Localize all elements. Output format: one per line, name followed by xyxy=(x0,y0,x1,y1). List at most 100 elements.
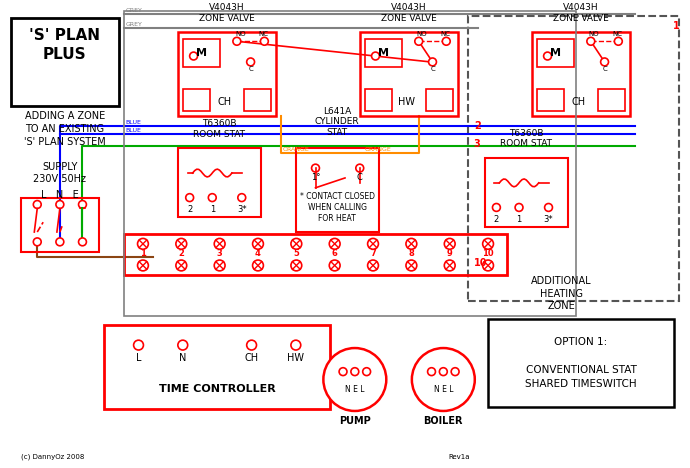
Text: 3*: 3* xyxy=(544,215,553,224)
Circle shape xyxy=(371,52,380,60)
Circle shape xyxy=(482,238,493,249)
Circle shape xyxy=(428,58,437,66)
Circle shape xyxy=(587,37,595,45)
Circle shape xyxy=(253,260,264,271)
Circle shape xyxy=(291,238,302,249)
Circle shape xyxy=(544,52,551,60)
Text: 1: 1 xyxy=(210,205,215,214)
Text: T6360B
ROOM STAT: T6360B ROOM STAT xyxy=(500,129,552,148)
Text: ADDING A ZONE
TO AN EXISTING
'S' PLAN SYSTEM: ADDING A ZONE TO AN EXISTING 'S' PLAN SY… xyxy=(24,110,106,147)
Text: 1: 1 xyxy=(516,215,522,224)
Text: 6: 6 xyxy=(332,249,337,258)
Text: 9: 9 xyxy=(447,249,453,258)
Text: 3: 3 xyxy=(217,249,222,258)
Circle shape xyxy=(324,348,386,411)
Text: C: C xyxy=(430,66,435,72)
Circle shape xyxy=(368,238,378,249)
Circle shape xyxy=(329,238,340,249)
Circle shape xyxy=(208,194,216,202)
Text: * CONTACT CLOSED
WHEN CALLING
FOR HEAT: * CONTACT CLOSED WHEN CALLING FOR HEAT xyxy=(299,192,375,223)
Circle shape xyxy=(214,260,225,271)
Text: OPTION 1:

CONVENTIONAL STAT
SHARED TIMESWITCH: OPTION 1: CONVENTIONAL STAT SHARED TIMES… xyxy=(525,337,637,389)
Circle shape xyxy=(440,368,447,376)
Text: 8: 8 xyxy=(408,249,414,258)
Text: 5: 5 xyxy=(293,249,299,258)
Text: C: C xyxy=(248,66,253,72)
Circle shape xyxy=(56,238,63,246)
Text: CH: CH xyxy=(572,97,586,107)
Circle shape xyxy=(190,52,197,60)
Text: N E L: N E L xyxy=(345,385,364,394)
Text: NO: NO xyxy=(417,31,427,37)
Circle shape xyxy=(442,37,450,45)
Text: GREY: GREY xyxy=(126,8,143,13)
Circle shape xyxy=(412,348,475,411)
Text: PUMP: PUMP xyxy=(339,416,371,426)
Text: T6360B
ROOM STAT: T6360B ROOM STAT xyxy=(193,119,245,139)
Circle shape xyxy=(482,260,493,271)
Text: NO: NO xyxy=(235,31,246,37)
Circle shape xyxy=(247,340,257,350)
Text: TIME CONTROLLER: TIME CONTROLLER xyxy=(159,384,275,395)
Text: BOILER: BOILER xyxy=(424,416,463,426)
Text: 2: 2 xyxy=(494,215,499,224)
Circle shape xyxy=(415,37,423,45)
Text: BLUE: BLUE xyxy=(126,120,141,125)
Text: L   N   E: L N E xyxy=(41,190,79,200)
Circle shape xyxy=(363,368,371,376)
Circle shape xyxy=(329,260,340,271)
Text: C: C xyxy=(357,174,363,183)
Text: 1°: 1° xyxy=(310,174,320,183)
Circle shape xyxy=(544,204,553,212)
Circle shape xyxy=(515,204,523,212)
Circle shape xyxy=(291,260,302,271)
Text: V4043H
ZONE VALVE: V4043H ZONE VALVE xyxy=(381,3,437,22)
Circle shape xyxy=(428,368,435,376)
Circle shape xyxy=(178,340,188,350)
Circle shape xyxy=(451,368,459,376)
Text: L641A
CYLINDER
STAT: L641A CYLINDER STAT xyxy=(315,107,359,137)
Circle shape xyxy=(493,204,500,212)
Circle shape xyxy=(56,201,63,208)
Text: ORANGE: ORANGE xyxy=(283,147,310,153)
Text: NC: NC xyxy=(613,31,622,37)
Text: NC: NC xyxy=(440,31,451,37)
Circle shape xyxy=(600,58,609,66)
Text: L: L xyxy=(136,353,141,363)
Text: HW: HW xyxy=(287,353,304,363)
Circle shape xyxy=(356,164,364,172)
Circle shape xyxy=(291,340,301,350)
Circle shape xyxy=(312,164,319,172)
Text: Rev1a: Rev1a xyxy=(448,454,470,460)
Text: 3: 3 xyxy=(474,139,480,148)
Text: 3*: 3* xyxy=(237,205,246,214)
Circle shape xyxy=(233,37,241,45)
Circle shape xyxy=(614,37,622,45)
Text: 1: 1 xyxy=(673,21,679,30)
Circle shape xyxy=(253,238,264,249)
Circle shape xyxy=(137,260,148,271)
Text: M: M xyxy=(378,48,389,58)
Circle shape xyxy=(406,238,417,249)
Text: BLUE: BLUE xyxy=(126,128,141,133)
Circle shape xyxy=(186,194,194,202)
Circle shape xyxy=(260,37,268,45)
Text: 2: 2 xyxy=(187,205,193,214)
Circle shape xyxy=(176,260,187,271)
Circle shape xyxy=(444,238,455,249)
Circle shape xyxy=(79,238,86,246)
Text: SUPPLY
230V 50Hz: SUPPLY 230V 50Hz xyxy=(33,162,86,184)
Text: 2: 2 xyxy=(474,121,480,131)
Text: ADDITIONAL
HEATING
ZONE: ADDITIONAL HEATING ZONE xyxy=(531,276,591,311)
Text: M: M xyxy=(550,48,561,58)
Text: 'S' PLAN
PLUS: 'S' PLAN PLUS xyxy=(29,29,100,62)
Circle shape xyxy=(33,238,41,246)
Circle shape xyxy=(406,260,417,271)
Text: 10: 10 xyxy=(474,258,487,269)
Text: V4043H
ZONE VALVE: V4043H ZONE VALVE xyxy=(199,3,255,22)
Circle shape xyxy=(134,340,144,350)
Text: N: N xyxy=(179,353,186,363)
Text: 10: 10 xyxy=(482,249,494,258)
Text: GREY: GREY xyxy=(126,22,143,27)
Text: CH: CH xyxy=(244,353,259,363)
